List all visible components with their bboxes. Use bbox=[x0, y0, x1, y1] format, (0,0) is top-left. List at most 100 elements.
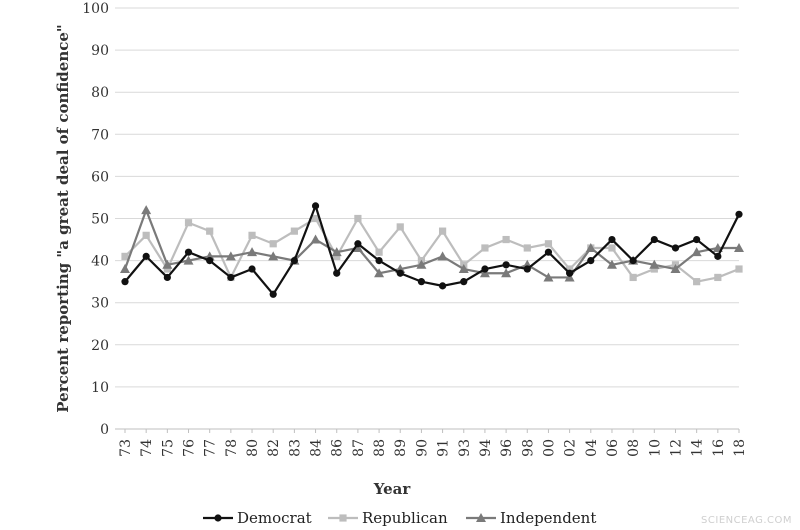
y-tick-label: 60 bbox=[91, 169, 109, 185]
watermark: SCIENCEAG.COM bbox=[701, 515, 792, 526]
x-tick-label: 93 bbox=[457, 439, 473, 457]
x-tick-label: 76 bbox=[182, 439, 198, 457]
data-point-democrat bbox=[629, 257, 637, 265]
data-point-republican bbox=[693, 278, 701, 286]
x-tick-label: 80 bbox=[245, 439, 261, 457]
series-democrat bbox=[121, 202, 743, 298]
x-tick-label: 00 bbox=[541, 439, 557, 457]
data-point-republican bbox=[354, 214, 362, 223]
x-tick-label: 12 bbox=[668, 439, 684, 457]
data-point-independent bbox=[352, 242, 363, 252]
data-point-democrat bbox=[375, 257, 383, 265]
data-point-democrat bbox=[311, 202, 320, 210]
data-point-democrat bbox=[481, 265, 489, 273]
data-point-independent bbox=[606, 259, 617, 269]
data-point-republican bbox=[544, 240, 553, 248]
legend-item-independent: Independent bbox=[466, 509, 596, 527]
x-tick-label: 77 bbox=[203, 439, 219, 457]
data-point-republican bbox=[290, 227, 298, 235]
data-point-republican bbox=[714, 273, 722, 282]
y-axis-title: Percent reporting "a great deal of confi… bbox=[54, 24, 72, 412]
data-point-democrat bbox=[460, 278, 468, 286]
legend-swatch-marker bbox=[339, 514, 347, 522]
data-point-independent bbox=[416, 259, 427, 269]
data-point-democrat bbox=[502, 261, 510, 269]
data-point-republican bbox=[206, 227, 214, 235]
data-point-democrat bbox=[206, 257, 214, 265]
y-tick-label: 100 bbox=[82, 1, 109, 17]
data-point-democrat bbox=[735, 210, 743, 218]
data-point-republican bbox=[629, 273, 637, 282]
legend-label-republican: Republican bbox=[362, 509, 448, 527]
data-point-democrat bbox=[693, 235, 701, 244]
data-point-republican bbox=[311, 214, 320, 223]
x-tick-label: 74 bbox=[139, 439, 155, 457]
data-point-democrat bbox=[608, 235, 616, 244]
data-point-independent bbox=[585, 242, 596, 252]
data-point-independent bbox=[310, 234, 321, 244]
x-tick-label: 91 bbox=[436, 439, 452, 457]
data-point-democrat bbox=[396, 269, 404, 277]
series-line-democrat bbox=[124, 204, 740, 296]
legend-label-independent: Independent bbox=[500, 509, 596, 527]
data-point-republican bbox=[248, 231, 256, 239]
data-point-republican bbox=[333, 252, 341, 260]
y-tick-label: 80 bbox=[91, 85, 109, 101]
x-tick-label: 04 bbox=[584, 439, 600, 457]
data-point-republican bbox=[438, 227, 447, 235]
x-tick-label: 08 bbox=[626, 439, 642, 457]
x-tick-label: 75 bbox=[160, 439, 176, 457]
y-tick-label: 90 bbox=[91, 43, 109, 59]
data-point-democrat bbox=[290, 257, 298, 265]
y-tick-label: 50 bbox=[91, 212, 109, 228]
data-point-republican bbox=[163, 265, 171, 273]
x-tick-label: 10 bbox=[647, 439, 663, 457]
data-point-democrat bbox=[248, 265, 256, 273]
data-point-republican bbox=[375, 248, 383, 256]
data-point-independent bbox=[374, 268, 385, 278]
data-point-republican bbox=[481, 244, 489, 252]
data-point-independent bbox=[649, 259, 660, 269]
x-tick-label: 83 bbox=[287, 439, 303, 457]
x-tick-label: 84 bbox=[309, 439, 325, 457]
data-point-republican bbox=[735, 265, 743, 273]
x-axis-title: Year bbox=[373, 480, 412, 498]
data-point-independent bbox=[564, 272, 575, 282]
x-tick-label: 86 bbox=[330, 439, 346, 457]
data-point-republican bbox=[502, 235, 510, 244]
data-point-democrat bbox=[417, 278, 426, 286]
series-republican bbox=[121, 214, 743, 286]
data-point-independent bbox=[225, 251, 236, 261]
data-point-democrat bbox=[121, 278, 129, 286]
y-tick-label: 40 bbox=[91, 254, 109, 270]
data-point-independent bbox=[670, 264, 681, 274]
x-tick-label: 90 bbox=[414, 439, 430, 457]
y-tick-label: 0 bbox=[100, 422, 109, 438]
legend-item-democrat: Democrat bbox=[203, 509, 312, 527]
data-point-democrat bbox=[227, 273, 235, 282]
series-line-republican bbox=[124, 217, 740, 283]
x-tick-label: 94 bbox=[478, 439, 494, 457]
data-point-independent bbox=[437, 251, 448, 261]
data-point-republican bbox=[608, 244, 616, 252]
data-point-democrat bbox=[333, 269, 341, 277]
data-point-independent bbox=[479, 268, 490, 278]
x-tick-label: 18 bbox=[732, 439, 748, 457]
x-tick-label: 06 bbox=[605, 439, 621, 457]
data-point-democrat bbox=[566, 269, 574, 277]
data-point-republican bbox=[184, 219, 193, 227]
data-point-republican bbox=[650, 265, 658, 273]
data-point-independent bbox=[458, 264, 469, 274]
data-point-independent bbox=[247, 247, 258, 257]
data-point-democrat bbox=[163, 273, 171, 282]
data-point-democrat bbox=[544, 248, 553, 256]
data-point-democrat bbox=[523, 265, 531, 273]
x-tick-label: 88 bbox=[372, 439, 388, 457]
data-point-independent bbox=[268, 251, 279, 261]
legend-swatch-marker bbox=[476, 513, 486, 522]
series-group bbox=[120, 202, 744, 298]
data-point-republican bbox=[142, 231, 150, 239]
y-tick-label: 20 bbox=[91, 338, 109, 354]
x-tick-label: 96 bbox=[499, 439, 515, 457]
